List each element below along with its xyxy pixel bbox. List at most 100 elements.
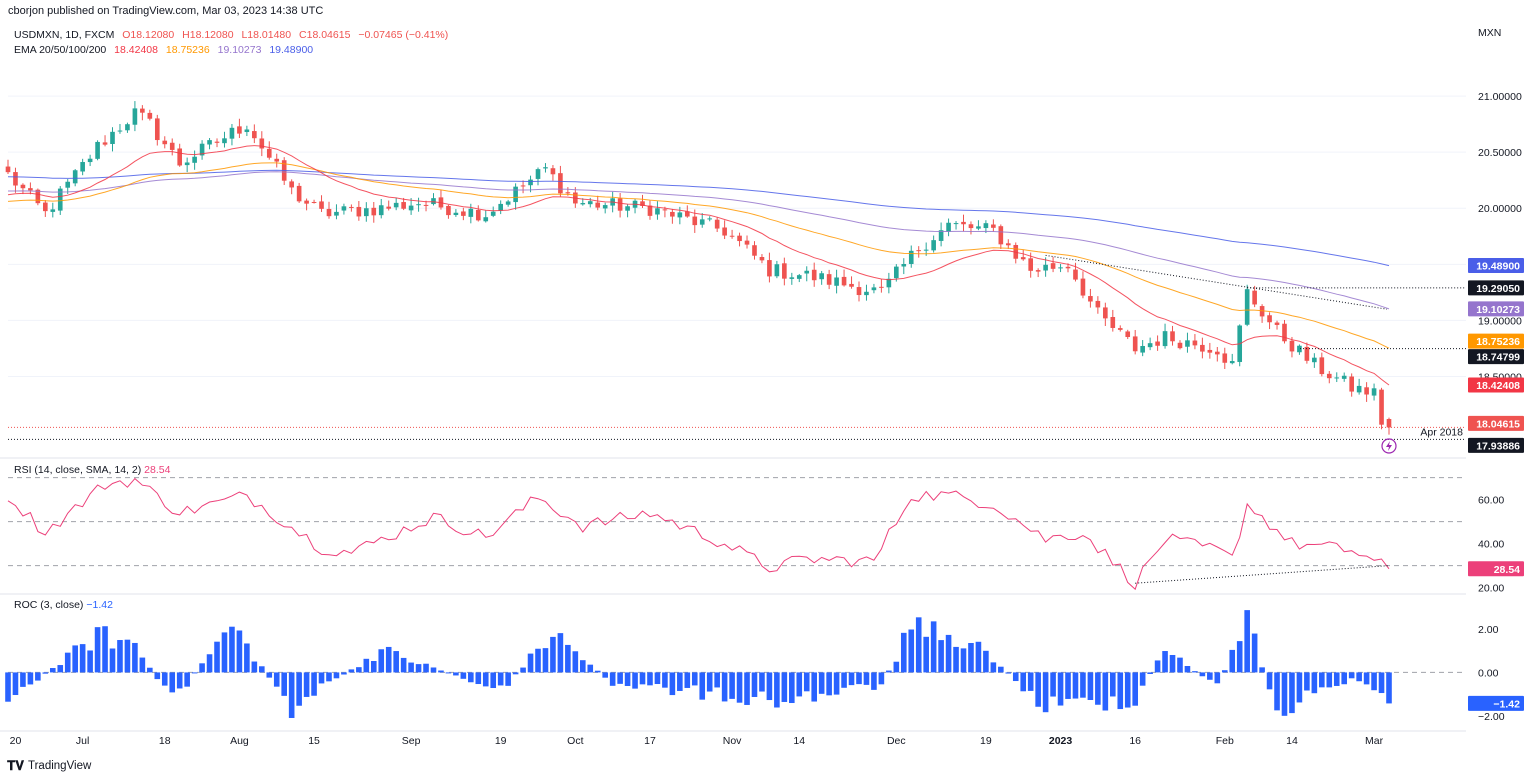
roc-bar xyxy=(1244,610,1250,673)
time-tick-label: 14 xyxy=(793,735,805,747)
candle-body xyxy=(894,266,899,279)
roc-bar xyxy=(139,657,146,673)
candle-body xyxy=(1214,351,1220,355)
candle-body xyxy=(13,172,18,186)
roc-bar xyxy=(594,670,601,673)
candle-body xyxy=(222,138,227,144)
candle-body xyxy=(602,205,608,209)
candle-body xyxy=(811,269,817,281)
rsi-tick-label: 40.00 xyxy=(1478,539,1504,551)
roc-bar xyxy=(430,667,437,673)
last-price-badge: 18.04615 xyxy=(1468,415,1524,431)
roc-bar xyxy=(1005,672,1012,674)
candle-body xyxy=(423,204,429,206)
candle-body xyxy=(998,226,1004,245)
roc-bar xyxy=(759,672,765,692)
roc-bar xyxy=(5,672,11,702)
roc-bar xyxy=(1035,672,1041,707)
candle-body xyxy=(50,209,56,212)
roc-bar xyxy=(1266,672,1273,690)
candle-body xyxy=(1312,357,1317,363)
roc-bar xyxy=(147,667,153,673)
last-price-badge-text: 18.04615 xyxy=(1476,418,1520,430)
candle-body xyxy=(684,211,690,217)
time-tick-label: Jul xyxy=(76,735,89,747)
roc-bar xyxy=(1259,667,1265,673)
candle-body xyxy=(311,201,317,203)
roc-bar xyxy=(214,641,220,673)
roc-bar xyxy=(602,672,608,678)
candle-body xyxy=(752,245,757,256)
roc-bar xyxy=(781,672,788,702)
tradingview-logo-icon: 𝐓𝐕 xyxy=(7,758,24,773)
rsi-badge-text: 28.54 xyxy=(1494,564,1520,576)
candle-body xyxy=(184,162,190,166)
roc-bar xyxy=(27,672,34,685)
candle-body xyxy=(356,206,362,217)
roc-bar xyxy=(774,672,780,708)
candle-body xyxy=(1244,289,1250,325)
level-mid-badge-bg xyxy=(1468,349,1524,365)
ema100-value: 19.10273 xyxy=(217,44,262,56)
roc-bar xyxy=(42,672,49,674)
candle-body xyxy=(319,201,324,209)
candle-body xyxy=(886,278,892,288)
rsi-tick-label: 60.00 xyxy=(1478,495,1504,507)
roc-bar xyxy=(1348,672,1355,679)
price-tick-label: 19.00000 xyxy=(1478,315,1522,327)
candle-body xyxy=(483,217,489,222)
roc-bar xyxy=(1132,672,1138,706)
roc-bar xyxy=(468,672,474,683)
roc-bar xyxy=(818,672,825,694)
candle-body xyxy=(326,208,332,217)
candle-body xyxy=(498,203,503,211)
roc-bar xyxy=(1169,654,1176,673)
candle-body xyxy=(431,198,436,205)
roc-badge-bg xyxy=(1468,695,1524,711)
candle-body xyxy=(983,223,989,229)
candle-body xyxy=(1349,376,1354,392)
candle-body xyxy=(169,142,175,150)
candle-body xyxy=(625,206,630,211)
ema100-badge-text: 19.10273 xyxy=(1476,304,1520,316)
candle-body xyxy=(826,274,832,285)
ema20-badge: 18.42408 xyxy=(1468,377,1524,393)
time-tick-label: 16 xyxy=(1129,735,1141,747)
roc-bar xyxy=(1274,672,1280,711)
roc-bar xyxy=(654,672,661,685)
candle-body xyxy=(1297,345,1302,353)
roc-bar xyxy=(512,672,519,675)
candle-body xyxy=(1043,264,1048,271)
candle-body xyxy=(1050,263,1056,269)
candle-body xyxy=(1356,385,1362,393)
roc-bar xyxy=(714,672,720,688)
ema50-badge: 18.75236 xyxy=(1468,333,1524,349)
candle-body xyxy=(80,162,85,172)
roc-bar xyxy=(370,661,377,673)
roc-bar xyxy=(960,648,967,673)
candle-body xyxy=(505,201,511,205)
roc-bar xyxy=(109,648,116,673)
level-mid-badge: 18.74799 xyxy=(1468,349,1524,365)
roc-bar xyxy=(161,672,168,686)
roc-bar xyxy=(124,639,131,673)
roc-bar xyxy=(132,642,138,673)
candle-body xyxy=(961,221,966,225)
time-tick-label: 19 xyxy=(980,735,992,747)
roc-bar xyxy=(273,672,280,687)
candle-body xyxy=(1065,266,1071,269)
candle-body xyxy=(1058,267,1063,269)
roc-bar xyxy=(1087,672,1094,701)
last-price-badge-bg xyxy=(1468,415,1524,431)
ema200-value: 19.48900 xyxy=(269,44,314,56)
candle-body xyxy=(1222,353,1228,363)
tradingview-footer[interactable]: 𝐓𝐕 TradingView xyxy=(7,758,91,774)
ema200-badge-bg xyxy=(1468,258,1524,274)
price-tick-label: 21.00000 xyxy=(1478,91,1522,103)
roc-bar xyxy=(1117,672,1124,710)
candle-body xyxy=(1334,377,1340,379)
roc-bar xyxy=(1281,672,1288,716)
candle-body xyxy=(229,127,235,139)
candle-body xyxy=(1140,345,1145,353)
